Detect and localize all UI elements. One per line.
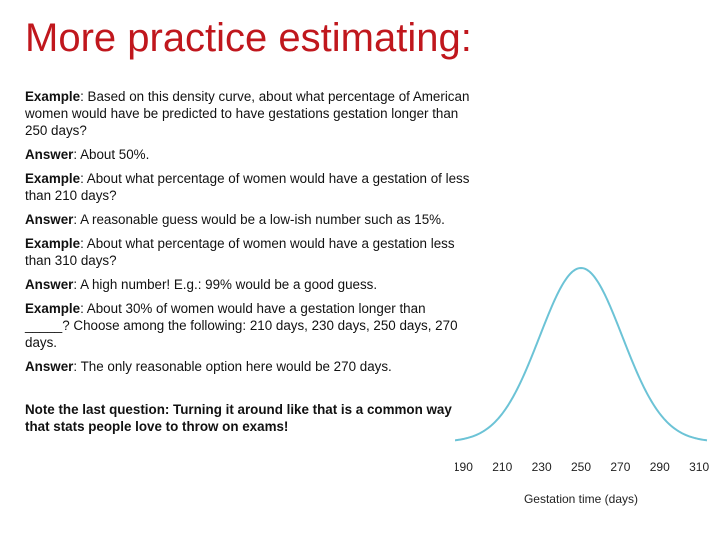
x-tick-label: 290	[650, 460, 670, 474]
paragraph-text: : About what percentage of women would h…	[25, 171, 470, 203]
paragraph-label: Example	[25, 89, 81, 104]
paragraph-text: : The only reasonable option here would …	[73, 359, 392, 374]
paragraph-text: : About 30% of women would have a gestat…	[25, 301, 458, 350]
paragraph-8: Answer: The only reasonable option here …	[25, 358, 473, 375]
paragraph-text: : About 50%.	[73, 147, 150, 162]
x-axis-title: Gestation time (days)	[524, 492, 638, 506]
closing-note: Note the last question: Turning it aroun…	[25, 402, 452, 434]
paragraph-text: : Based on this density curve, about wha…	[25, 89, 470, 138]
paragraph-5: Example: About what percentage of women …	[25, 235, 473, 269]
paragraph-1: Example: Based on this density curve, ab…	[25, 88, 473, 139]
text-body: Example: Based on this density curve, ab…	[25, 88, 473, 442]
paragraph-label: Answer	[25, 147, 74, 162]
x-axis-ticks: 190 210 230 250 270 290 310	[455, 460, 709, 474]
x-tick-label: 210	[492, 460, 512, 474]
paragraph-6: Answer: A high number! E.g.: 99% would b…	[25, 276, 473, 293]
paragraph-text: : A reasonable guess would be a low-ish …	[73, 212, 445, 227]
paragraph-text: : A high number! E.g.: 99% would be a go…	[73, 277, 378, 292]
density-curve-chart: 190 210 230 250 270 290 310 Gestation time (da…	[455, 266, 709, 506]
paragraph-label: Example	[25, 171, 81, 186]
paragraph-label: Example	[25, 301, 81, 316]
x-tick-label: 310	[689, 460, 709, 474]
x-tick-label: 190	[455, 460, 473, 474]
x-tick-label: 230	[532, 460, 552, 474]
x-tick-label: 270	[610, 460, 630, 474]
density-curve-line	[455, 266, 708, 442]
paragraph-7: Example: About 30% of women would have a…	[25, 300, 473, 351]
paragraph-label: Answer	[25, 277, 74, 292]
paragraph-2: Answer: About 50%.	[25, 146, 473, 163]
paragraph-4: Answer: A reasonable guess would be a lo…	[25, 211, 473, 228]
paragraph-label: Answer	[25, 212, 74, 227]
x-tick-label: 250	[571, 460, 591, 474]
paragraph-3: Example: About what percentage of women …	[25, 170, 473, 204]
paragraph-label: Example	[25, 236, 81, 251]
paragraph-text: : About what percentage of women would h…	[25, 236, 455, 268]
paragraph-label: Answer	[25, 359, 74, 374]
page-title: More practice estimating:	[25, 16, 472, 60]
